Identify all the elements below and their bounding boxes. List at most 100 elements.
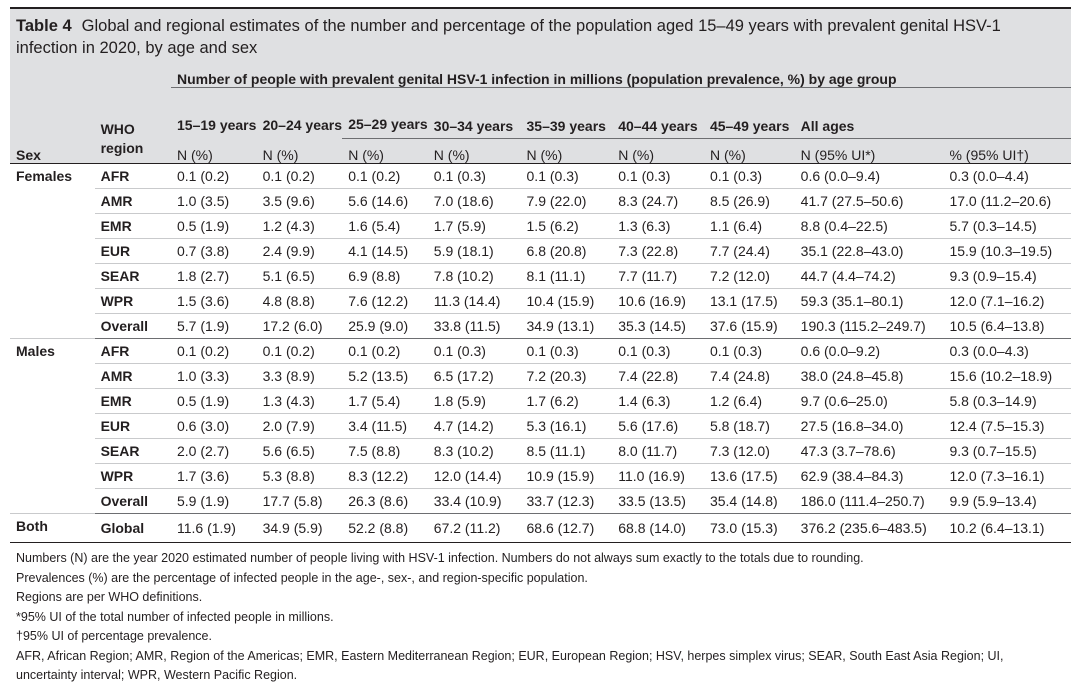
- value-cell: 7.8 (10.2): [427, 263, 521, 289]
- table-row: Overall 5.7 (1.9) 17.2 (6.0) 25.9 (9.0) 33.8…: [10, 313, 1071, 339]
- value-cell: 5.3 (8.8): [256, 463, 343, 489]
- region-cell: AFR: [94, 338, 171, 364]
- value-cell: 12.0 (7.1–16.2): [943, 288, 1071, 314]
- value-cell: 0.1 (0.3): [427, 163, 521, 189]
- value-cell: 6.5 (17.2): [427, 363, 521, 389]
- value-cell: 0.5 (1.9): [171, 388, 257, 414]
- value-cell: 10.5 (6.4–13.8): [943, 313, 1071, 339]
- value-cell: 1.8 (5.9): [427, 388, 521, 414]
- value-cell: 5.7 (0.3–14.5): [943, 213, 1071, 239]
- value-cell: 47.3 (3.7–78.6): [794, 438, 944, 464]
- region-cell: EMR: [94, 213, 171, 239]
- value-cell: 12.4 (7.5–15.3): [943, 413, 1071, 439]
- value-cell: 1.6 (5.4): [342, 213, 428, 239]
- value-cell: 8.3 (10.2): [427, 438, 521, 464]
- table-row: Males AFR 0.1 (0.2) 0.1 (0.2) 0.1 (0.2) 0.1 (…: [10, 338, 1071, 514]
- region-cell: AMR: [94, 188, 171, 214]
- spanning-header: Number of people with prevalent genital …: [171, 63, 1071, 88]
- value-cell: 9.3 (0.7–15.5): [943, 438, 1071, 464]
- value-cell: 11.0 (16.9): [612, 463, 704, 489]
- value-cell: 17.7 (5.8): [256, 488, 343, 514]
- value-cell: 1.8 (2.7): [171, 263, 257, 289]
- unit-header: N (%): [703, 138, 795, 164]
- table-row: Overall 5.9 (1.9) 17.7 (5.8) 26.3 (8.6) 33.4…: [10, 488, 1071, 514]
- value-cell: 5.7 (1.9): [171, 313, 257, 339]
- value-cell: 5.1 (6.5): [256, 263, 343, 289]
- value-cell: 13.6 (17.5): [703, 463, 795, 489]
- value-cell: 0.7 (3.8): [171, 238, 257, 264]
- value-cell: 5.6 (6.5): [256, 438, 343, 464]
- table-row: EUR 0.6 (3.0) 2.0 (7.9) 3.4 (11.5) 4.7 (14.2…: [10, 413, 1071, 439]
- value-cell: 7.4 (22.8): [612, 363, 704, 389]
- value-cell: 0.1 (0.2): [256, 338, 343, 364]
- note: AFR, African Region; AMR, Region of the …: [16, 648, 1004, 683]
- note: *95% UI of the total number of infected …: [16, 609, 334, 624]
- unit-header: N (%): [520, 138, 613, 164]
- value-cell: 6.9 (8.8): [342, 263, 428, 289]
- value-cell: 0.1 (0.3): [703, 163, 795, 189]
- region-cell: SEAR: [94, 263, 171, 289]
- table-row: Both Global 11.6 (1.9) 34.9 (5.9) 52.2 (8.8)…: [10, 513, 1071, 543]
- value-cell: 17.0 (11.2–20.6): [943, 188, 1071, 214]
- value-cell: 2.0 (2.7): [171, 438, 257, 464]
- value-cell: 5.6 (17.6): [612, 413, 704, 439]
- value-cell: 0.6 (0.0–9.4): [794, 163, 944, 189]
- value-cell: 13.1 (17.5): [703, 288, 795, 314]
- value-cell: 8.3 (24.7): [612, 188, 704, 214]
- value-cell: 0.1 (0.2): [342, 163, 428, 189]
- table-caption: Table 4 Global and regional estimates of …: [10, 7, 1071, 63]
- value-cell: 25.9 (9.0): [342, 313, 428, 339]
- unit-header: N (%): [171, 138, 257, 164]
- value-cell: 9.7 (0.6–25.0): [794, 388, 944, 414]
- table-notes: Numbers (N) are the year 2020 estimated …: [10, 543, 1071, 686]
- table-row: AMR 1.0 (3.5) 3.5 (9.6) 5.6 (14.6) 7.0 (18.6…: [10, 188, 1071, 214]
- value-cell: 6.8 (20.8): [520, 238, 613, 264]
- value-cell: 5.8 (0.3–14.9): [943, 388, 1071, 414]
- value-cell: 0.1 (0.2): [171, 338, 257, 364]
- table-row: EUR 0.7 (3.8) 2.4 (9.9) 4.1 (14.5) 5.9 (18.1…: [10, 238, 1071, 264]
- value-cell: 1.5 (3.6): [171, 288, 257, 314]
- note: Numbers (N) are the year 2020 estimated …: [16, 551, 864, 565]
- table-row: WPR 1.7 (3.6) 5.3 (8.8) 8.3 (12.2) 12.0 (14.…: [10, 463, 1071, 489]
- unit-header: N (%): [342, 138, 428, 164]
- value-cell: 8.5 (11.1): [520, 438, 613, 464]
- value-cell: 1.7 (5.4): [342, 388, 428, 414]
- value-cell: 5.8 (18.7): [703, 413, 795, 439]
- value-cell: 27.5 (16.8–34.0): [794, 413, 944, 439]
- value-cell: 3.5 (9.6): [256, 188, 343, 214]
- value-cell: 7.7 (24.4): [703, 238, 795, 264]
- value-cell: 376.2 (235.6–483.5): [794, 513, 944, 543]
- value-cell: 1.3 (4.3): [256, 388, 343, 414]
- value-cell: 1.7 (6.2): [520, 388, 613, 414]
- value-cell: 1.1 (6.4): [703, 213, 795, 239]
- value-cell: 41.7 (27.5–50.6): [794, 188, 944, 214]
- region-cell: EUR: [94, 413, 171, 439]
- value-cell: 7.3 (22.8): [612, 238, 704, 264]
- region-cell: AFR: [94, 163, 171, 189]
- value-cell: 12.0 (7.3–16.1): [943, 463, 1071, 489]
- value-cell: 7.3 (12.0): [703, 438, 795, 464]
- table-row: SEAR 2.0 (2.7) 5.6 (6.5) 7.5 (8.8) 8.3 (10.2…: [10, 438, 1071, 464]
- table-row: SEAR 1.8 (2.7) 5.1 (6.5) 6.9 (8.8) 7.8 (10.2…: [10, 263, 1071, 289]
- value-cell: 35.3 (14.5): [612, 313, 704, 339]
- value-cell: 38.0 (24.8–45.8): [794, 363, 944, 389]
- value-cell: 68.6 (12.7): [520, 513, 613, 543]
- unit-header: N (95% UI*): [794, 138, 944, 164]
- value-cell: 10.6 (16.9): [612, 288, 704, 314]
- region-cell: Overall: [94, 488, 171, 514]
- value-cell: 8.1 (11.1): [520, 263, 613, 289]
- value-cell: 7.7 (11.7): [612, 263, 704, 289]
- value-cell: 0.6 (0.0–9.2): [794, 338, 944, 364]
- value-cell: 33.8 (11.5): [427, 313, 521, 339]
- table-label: Table 4: [16, 17, 72, 35]
- age-header: 25–29 years: [342, 87, 428, 139]
- sex-cell: Females: [10, 163, 95, 339]
- value-cell: 5.2 (13.5): [342, 363, 428, 389]
- region-cell: EMR: [94, 388, 171, 414]
- unit-header: N (%): [427, 138, 521, 164]
- value-cell: 15.9 (10.3–19.5): [943, 238, 1071, 264]
- table-row: AMR 1.0 (3.3) 3.3 (8.9) 5.2 (13.5) 6.5 (17.2…: [10, 363, 1071, 389]
- value-cell: 17.2 (6.0): [256, 313, 343, 339]
- value-cell: 186.0 (111.4–250.7): [794, 488, 944, 514]
- value-cell: 2.0 (7.9): [256, 413, 343, 439]
